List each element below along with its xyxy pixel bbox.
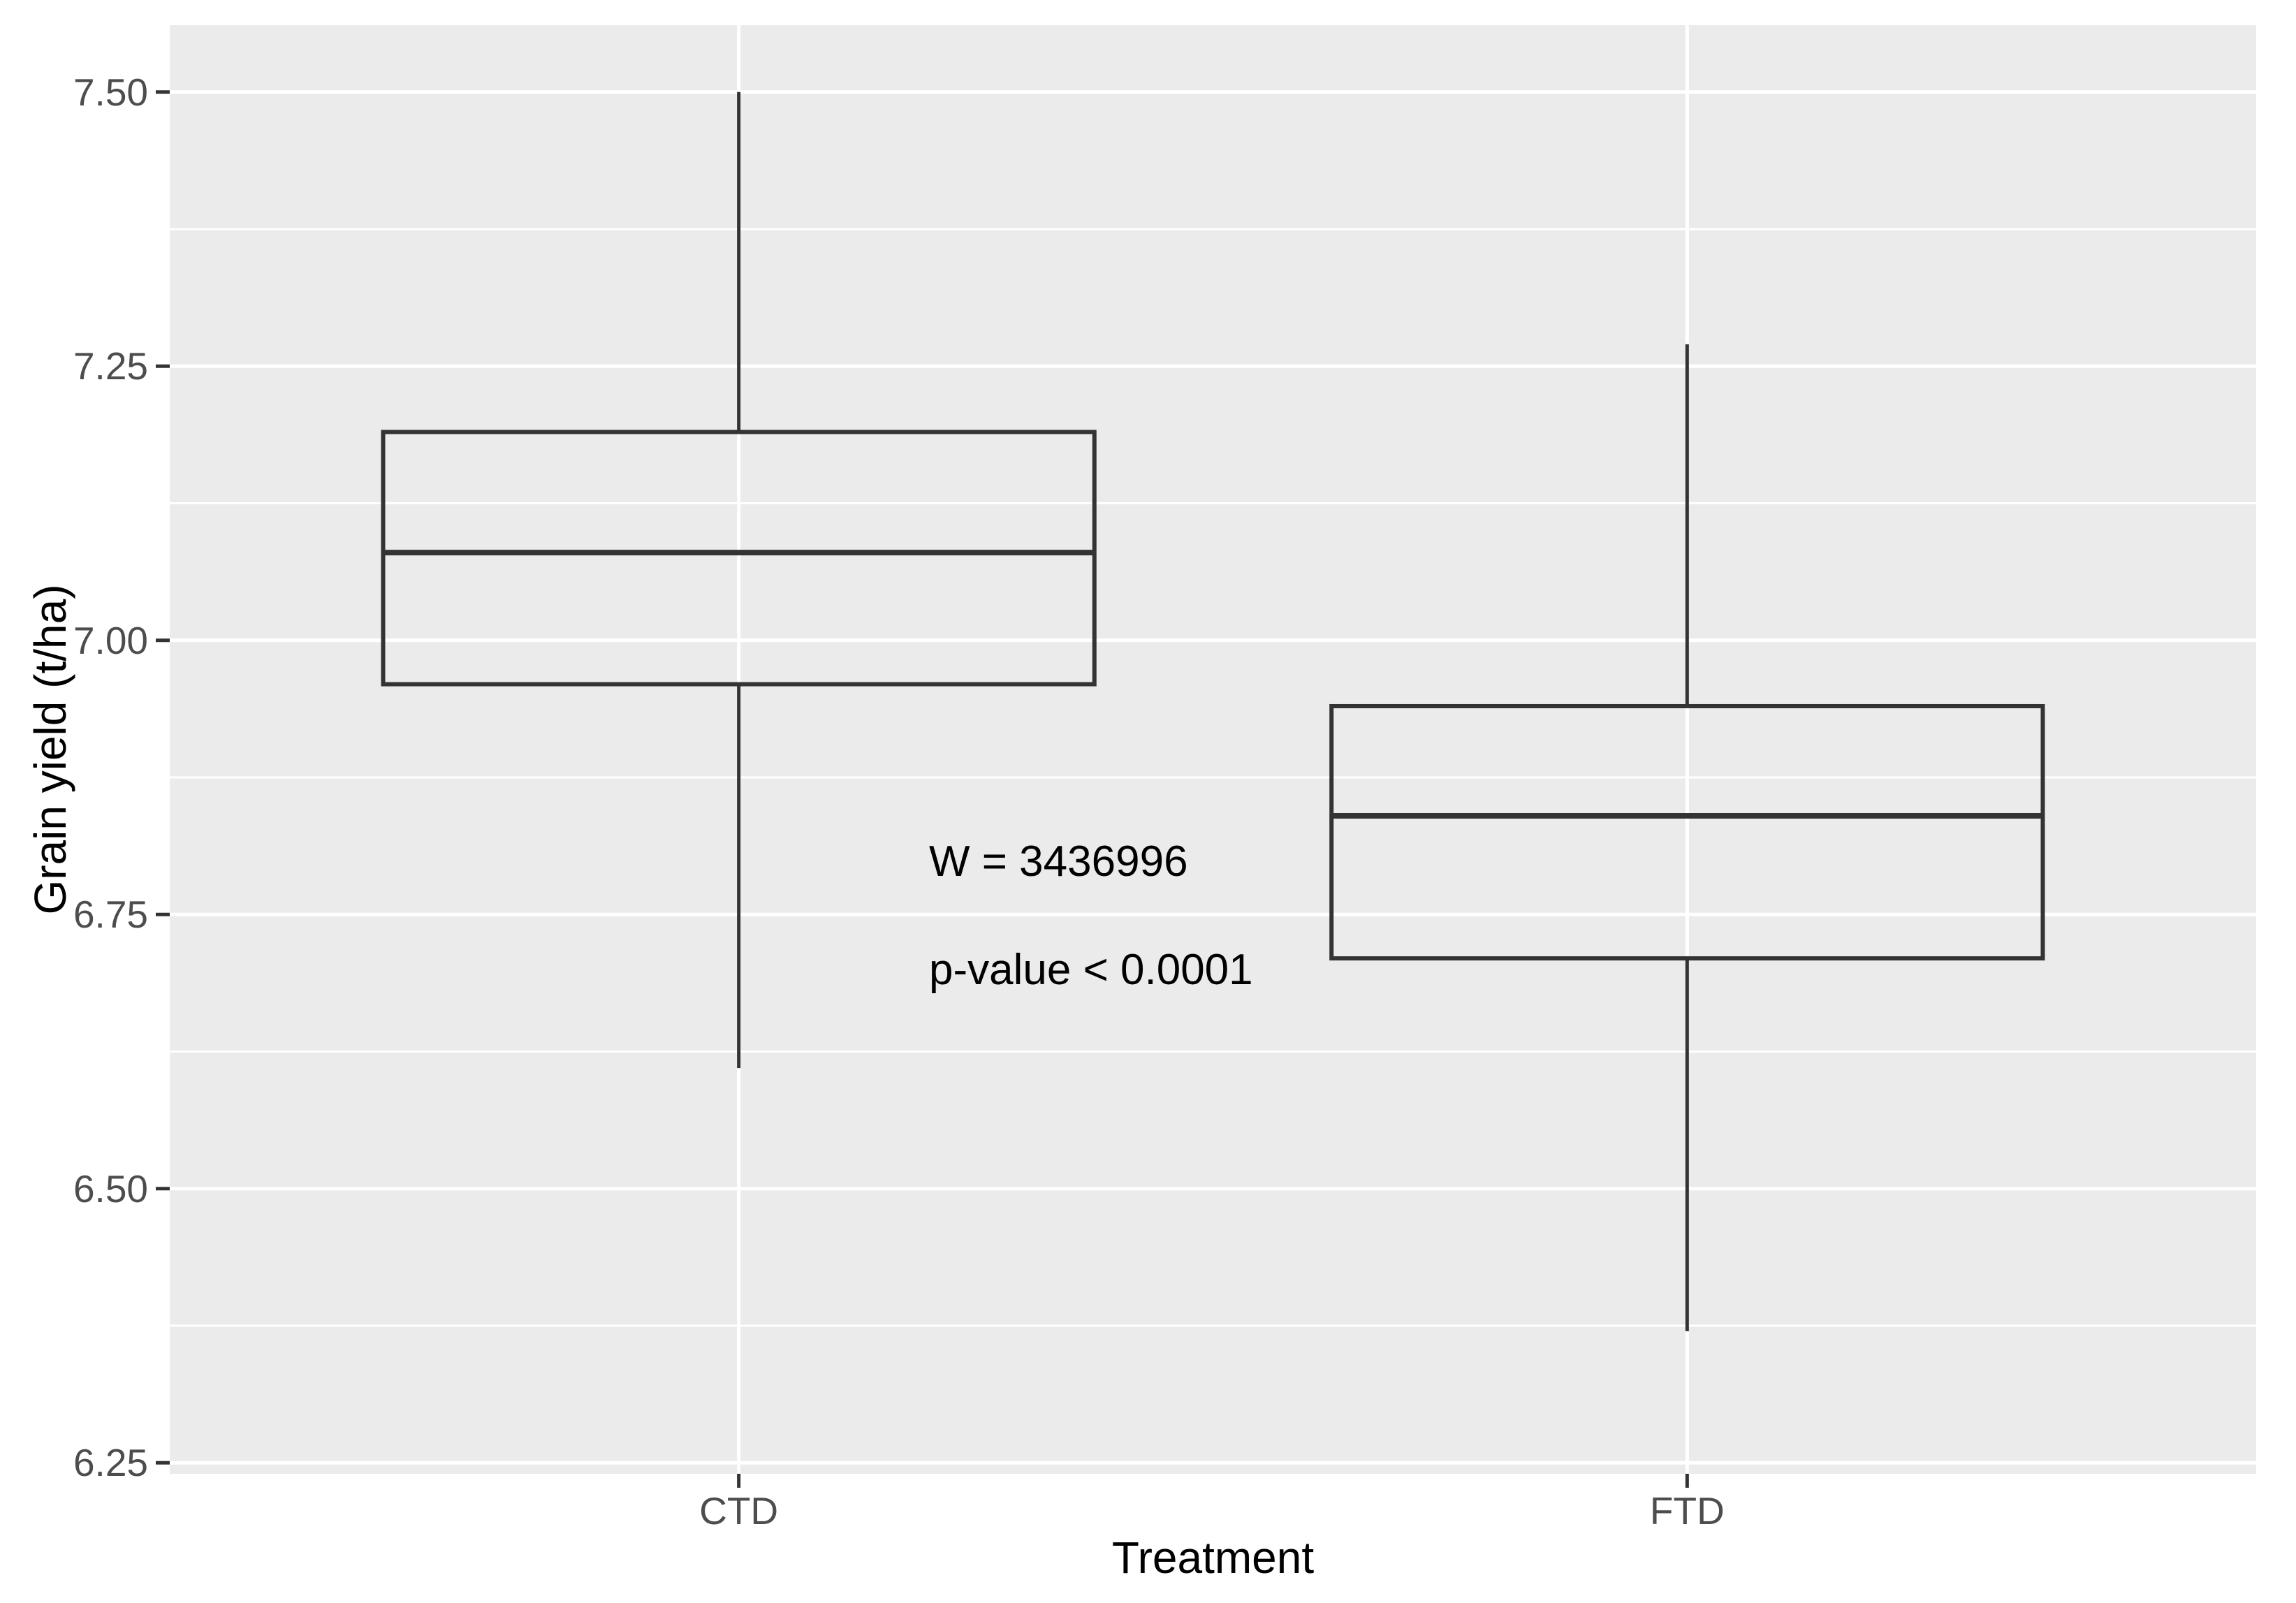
y-tick-label: 7.25	[73, 344, 148, 388]
annotation-p-value: p-value < 0.0001	[929, 946, 1253, 994]
x-tick-label-ftd: FTD	[1649, 1489, 1725, 1532]
y-tick-label: 6.50	[73, 1166, 148, 1210]
x-axis-title: Treatment	[1111, 1532, 1315, 1583]
y-tick-label: 6.25	[73, 1441, 148, 1485]
box-iqr-ftd	[1329, 703, 2045, 961]
y-tick-label: 6.75	[73, 893, 148, 937]
plot-panel	[170, 25, 2256, 1474]
y-tick-label: 7.00	[73, 618, 148, 662]
box-iqr-ctd	[381, 430, 1097, 687]
y-axis-title: Grain yield (t/ha)	[25, 584, 75, 915]
y-tick-label: 7.50	[73, 70, 148, 114]
annotation-w-statistic: W = 3436996	[929, 837, 1188, 886]
x-tick-label-ctd: CTD	[699, 1489, 779, 1532]
